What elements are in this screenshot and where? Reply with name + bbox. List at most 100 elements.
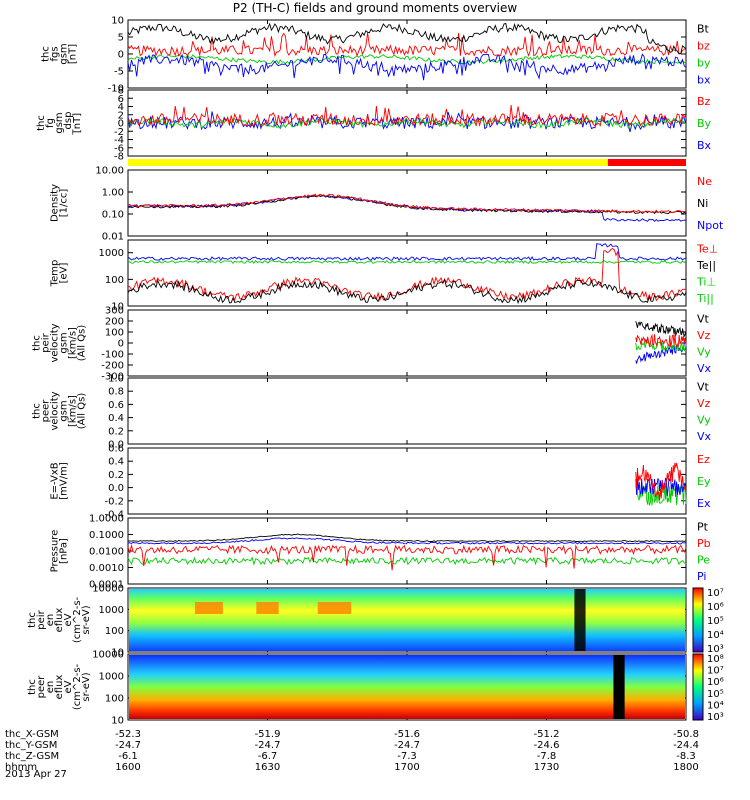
- ephemeris-value: -24.6: [534, 740, 560, 751]
- y-axis-label: [nT]: [68, 44, 79, 64]
- y-axis-label: [eV]: [59, 263, 70, 284]
- y-axis-label: gsm: [54, 112, 65, 133]
- y-tick-label: 1000: [99, 672, 124, 683]
- y-tick-label: 0: [118, 339, 124, 350]
- y-axis-label: (All Qs): [77, 325, 88, 362]
- y-axis-label: Pressure: [50, 530, 61, 573]
- y-axis-label: fgs: [50, 46, 61, 61]
- y-tick-label: -200: [101, 361, 124, 372]
- colorbar-label: 10⁷: [707, 666, 724, 677]
- ion-flux-hotspot: [317, 602, 352, 614]
- series-bx: [127, 111, 687, 133]
- legend-Te||: Te||: [696, 259, 716, 272]
- page-title: P2 (TH-C) fields and ground moments over…: [232, 1, 518, 15]
- y-tick-label: 0.0: [108, 440, 124, 451]
- y-tick-label: 2: [118, 110, 124, 121]
- ephemeris-label: hhmm: [5, 762, 37, 773]
- legend-Pb: Pb: [697, 537, 711, 550]
- series-bt: [127, 22, 687, 55]
- y-tick-label: 5: [118, 33, 124, 44]
- ephemeris-label: thc_Z-GSM: [5, 751, 59, 762]
- colorbar-label: 10³: [707, 712, 724, 723]
- series-ti-par: [127, 259, 687, 265]
- colorbar-label: 10⁴: [707, 700, 724, 711]
- legend-Ti||: Ti||: [696, 292, 714, 305]
- y-axis-label: sr-eV): [81, 672, 92, 701]
- y-tick-label: 0.2: [108, 426, 124, 437]
- ephemeris-value: -51.6: [394, 729, 420, 740]
- ephemeris-value: -24.7: [115, 740, 141, 751]
- ephemeris-value: -52.3: [115, 729, 141, 740]
- y-tick-label: 100: [105, 328, 124, 339]
- legend-Vx: Vx: [697, 430, 712, 443]
- y-tick-label: 0.8: [108, 387, 124, 398]
- legend-Vt: Vt: [697, 312, 710, 325]
- panel-6-frame: [127, 377, 687, 445]
- y-axis-label: velocity: [50, 323, 61, 362]
- y-tick-label: 0.0010: [89, 563, 124, 574]
- ephemeris-value: 1730: [534, 762, 559, 773]
- y-tick-label: -300: [101, 372, 124, 383]
- y-tick-label: 4: [118, 102, 124, 113]
- y-tick-label: 0.0: [108, 483, 124, 494]
- y-axis-label: _dsp: [63, 112, 74, 136]
- y-tick-label: 8: [118, 86, 124, 97]
- colorbar-label: 10⁵: [707, 616, 724, 627]
- y-tick-label: -5: [114, 67, 124, 78]
- ephemeris-value: -7.8: [537, 751, 557, 762]
- y-tick-label: 1000: [99, 248, 124, 259]
- colorbar: [692, 653, 704, 721]
- y-axis-label: (cm^2-s-: [72, 596, 83, 643]
- y-tick-label: 10: [111, 648, 124, 659]
- y-axis-label: (All Qs): [77, 393, 88, 430]
- legend-Ne: Ne: [697, 175, 712, 188]
- legend-Ti⊥: Ti⊥: [696, 275, 716, 288]
- legend-Ey: Ey: [697, 475, 711, 488]
- y-axis-label: en: [45, 614, 56, 627]
- legend-Te⊥: Te⊥: [696, 242, 718, 255]
- data-gap: [613, 655, 625, 719]
- y-axis-label: thc: [32, 335, 43, 351]
- y-tick-label: -8: [114, 152, 124, 163]
- y-tick-label: 0.6: [108, 400, 124, 411]
- y-tick-label: 10: [111, 302, 124, 313]
- y-tick-label: -100: [101, 350, 124, 361]
- y-tick-label: 10: [111, 16, 124, 27]
- series-bz: [127, 105, 687, 127]
- y-tick-label: 10: [111, 716, 124, 727]
- colorbar-label: 10⁶: [707, 677, 724, 688]
- y-tick-label: 0.1000: [89, 530, 124, 541]
- legend-Vy: Vy: [697, 345, 711, 358]
- y-tick-label: -0.2: [104, 496, 124, 507]
- y-axis-label: eflux: [54, 675, 65, 700]
- y-axis-label: en: [45, 681, 56, 694]
- y-axis-label: fg: [45, 118, 56, 128]
- y-axis-label: thc: [36, 115, 47, 131]
- y-axis-label: thc: [32, 403, 43, 419]
- y-axis-label: [nT]: [72, 113, 83, 133]
- y-axis-label: [km/s]: [68, 395, 79, 427]
- series-te-par: [127, 278, 687, 305]
- series-by: [127, 53, 687, 65]
- legend-Vz: Vz: [697, 397, 711, 410]
- y-tick-label: 100: [105, 275, 124, 286]
- y-tick-label: 1.0000: [89, 514, 124, 525]
- ephemeris-value: -50.8: [673, 729, 699, 740]
- ephemeris-value: 1600: [115, 762, 140, 773]
- y-axis-label: thc: [27, 679, 38, 695]
- ephemeris-value: -8.3: [676, 751, 696, 762]
- y-axis-label: [1/cc]: [59, 189, 70, 218]
- y-axis-label: peir: [41, 332, 52, 352]
- panel-3-frame: [127, 169, 687, 237]
- y-tick-label: 0.4: [108, 457, 124, 468]
- colorbar: [692, 587, 704, 653]
- y-tick-label: 300: [105, 306, 124, 317]
- y-axis-label: [km/s]: [68, 327, 79, 359]
- legend-Ez: Ez: [697, 453, 710, 466]
- y-axis-label: eflux: [54, 608, 65, 633]
- y-axis-label: gsm: [59, 43, 70, 64]
- legend-Npot: Npot: [697, 219, 724, 232]
- mode-bar-fast: [607, 159, 686, 166]
- ephemeris-value: 1630: [255, 762, 280, 773]
- ephemeris-value: -24.7: [394, 740, 420, 751]
